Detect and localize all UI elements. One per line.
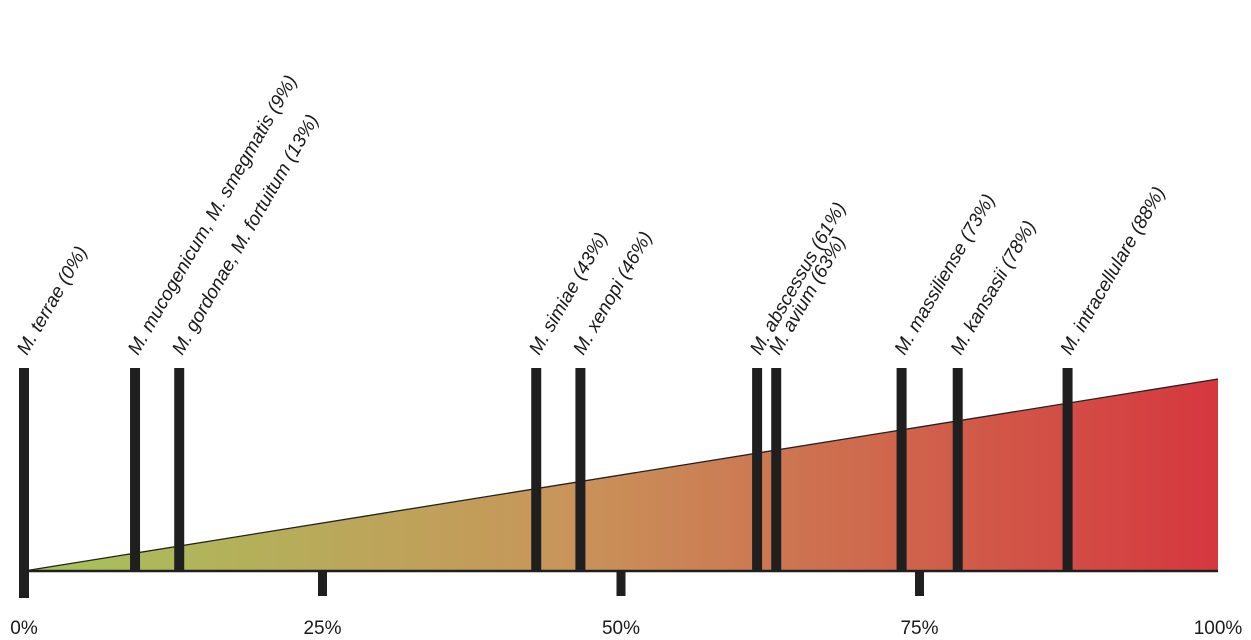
- species-marker-bar: [752, 368, 763, 571]
- species-label: M. simiae (43%): [525, 229, 612, 358]
- tick-mark: [616, 571, 626, 596]
- scale-ticks: 0% 25% 50% 75% 100%: [10, 571, 1242, 639]
- species-marker-bar: [19, 368, 29, 598]
- tick-label: 100%: [1194, 618, 1243, 639]
- tick-label: 25%: [303, 618, 341, 639]
- species-marker-bar: [174, 368, 185, 571]
- species-marker-bar: [531, 368, 542, 571]
- wedge-slope-line: [23, 378, 1219, 572]
- species-label: M. massiliense (73%): [891, 191, 1000, 359]
- species-marker-bar: [896, 368, 907, 571]
- species-marker-bar: [1062, 368, 1073, 571]
- species-marker-bar: [771, 368, 782, 571]
- species-marker-bar: [952, 368, 963, 571]
- species-label: M. terrae (0%): [13, 243, 92, 359]
- tick-label: 75%: [900, 618, 938, 639]
- tick-label: 0%: [10, 618, 38, 639]
- tick-mark: [318, 571, 327, 596]
- species-marker-bar: [575, 368, 586, 571]
- species-label: M. abscessus (61%): [746, 199, 850, 359]
- species-label: M. intracellulare (88%): [1057, 183, 1170, 358]
- species-label: M. mucogenicum, M. smegmatis (9%): [124, 72, 302, 359]
- species-marker-bar: [130, 368, 141, 571]
- tick-mark: [915, 571, 924, 596]
- tick-label: 50%: [602, 618, 640, 639]
